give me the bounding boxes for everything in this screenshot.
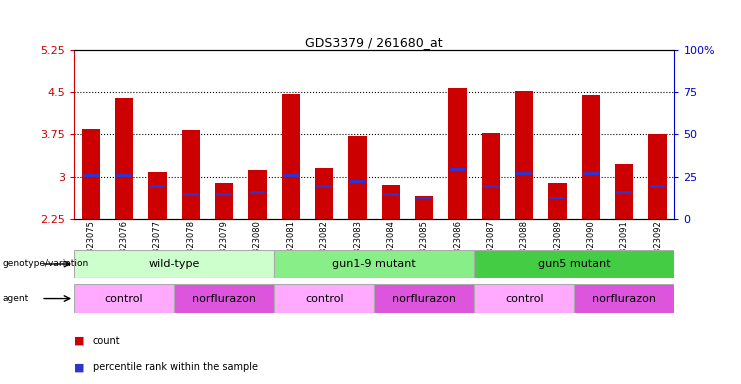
Bar [174, 284, 274, 313]
Bar [450, 169, 465, 171]
Bar [383, 193, 399, 196]
Bar [516, 172, 532, 175]
Bar [274, 284, 374, 313]
Text: control: control [104, 293, 144, 304]
Bar [283, 174, 299, 177]
Bar [216, 193, 232, 196]
Bar [316, 185, 332, 188]
Bar [248, 170, 267, 219]
Bar [582, 95, 600, 219]
Text: percentile rank within the sample: percentile rank within the sample [93, 362, 258, 372]
Bar [482, 133, 500, 219]
Text: ■: ■ [74, 336, 84, 346]
Bar [74, 284, 174, 313]
Bar [374, 284, 474, 313]
Bar [348, 136, 367, 219]
Bar [615, 164, 634, 219]
Text: gun5 mutant: gun5 mutant [538, 259, 611, 269]
Bar [483, 185, 499, 188]
Text: gun1-9 mutant: gun1-9 mutant [332, 259, 416, 269]
Text: norflurazon: norflurazon [592, 293, 657, 304]
Bar [474, 284, 574, 313]
Bar [215, 184, 233, 219]
Bar [550, 197, 565, 199]
Bar [650, 185, 665, 188]
Bar [350, 180, 365, 182]
Bar [474, 250, 674, 278]
Bar [82, 129, 100, 219]
Bar [74, 250, 274, 278]
Bar [548, 184, 567, 219]
Bar [416, 197, 432, 199]
Bar [282, 94, 300, 219]
Bar [382, 185, 400, 219]
Bar [250, 191, 265, 194]
Bar [648, 134, 667, 219]
Bar [315, 168, 333, 219]
Text: genotype/variation: genotype/variation [2, 260, 88, 268]
Text: agent: agent [2, 294, 28, 303]
Title: GDS3379 / 261680_at: GDS3379 / 261680_at [305, 36, 443, 49]
Bar [415, 196, 433, 219]
Bar [116, 174, 132, 177]
Text: count: count [93, 336, 120, 346]
Text: wild-type: wild-type [148, 259, 200, 269]
Text: norflurazon: norflurazon [192, 293, 256, 304]
Bar [274, 250, 474, 278]
Bar [183, 193, 199, 196]
Bar [515, 91, 534, 219]
Text: norflurazon: norflurazon [392, 293, 456, 304]
Text: control: control [305, 293, 344, 304]
Bar [182, 131, 200, 219]
Bar [574, 284, 674, 313]
Text: ■: ■ [74, 362, 84, 372]
Bar [115, 98, 133, 219]
Bar [150, 185, 165, 188]
Bar [448, 88, 467, 219]
Bar [583, 172, 599, 175]
Text: control: control [505, 293, 544, 304]
Bar [83, 174, 99, 177]
Bar [617, 191, 632, 194]
Bar [148, 172, 167, 219]
